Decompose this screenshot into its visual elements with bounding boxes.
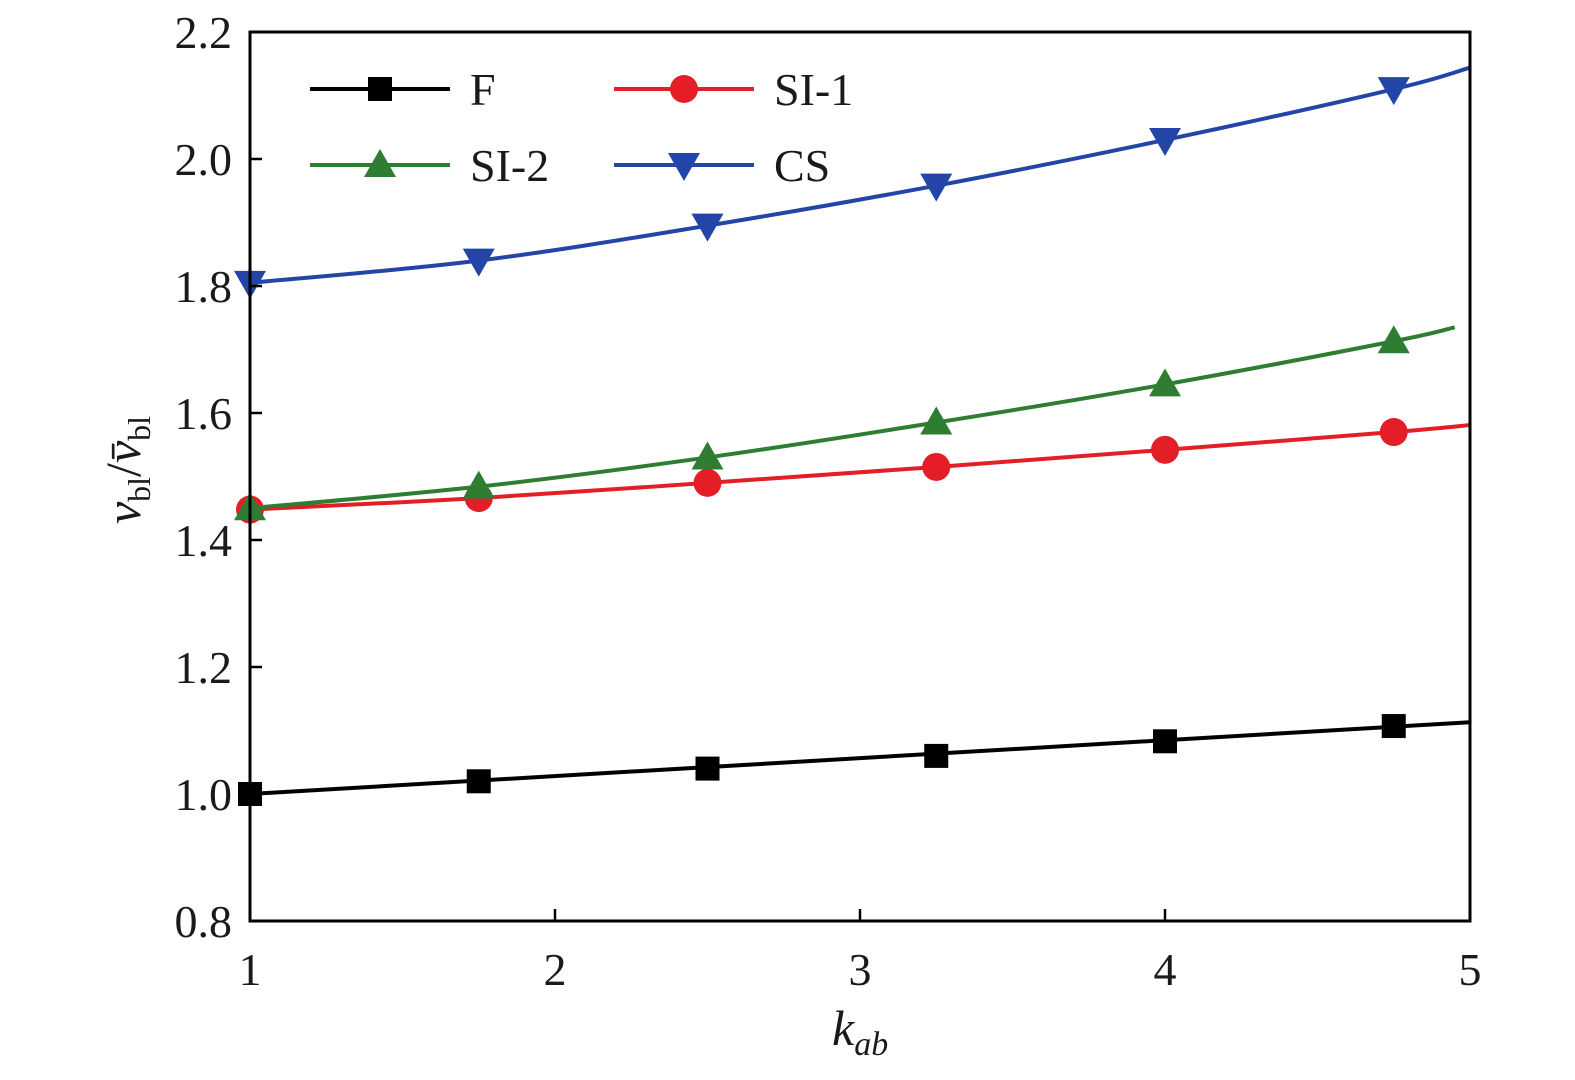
legend-entry-si-1: SI-1 — [614, 64, 853, 115]
series-line — [249, 720, 1471, 796]
x-tick-label: 3 — [849, 944, 872, 995]
legend-entry-cs: CS — [614, 140, 830, 191]
y-tick-label: 2.2 — [175, 7, 233, 58]
y-axis-title-v1: v — [95, 501, 151, 524]
y-tick-label: 1.8 — [175, 261, 233, 312]
data-point — [1377, 77, 1410, 106]
tick-layer: 1 2 3 4 5 0.8 1.0 1.2 1.4 1.6 1.8 2.0 2.2 — [175, 7, 1482, 995]
y-axis-title-v2: v̄ — [95, 440, 151, 463]
legend-marker — [668, 153, 700, 181]
legend-label: F — [470, 64, 496, 115]
data-point — [924, 743, 949, 768]
y-axis-title-sub2: bl — [121, 416, 157, 441]
y-tick-label: 1.2 — [175, 642, 233, 693]
series-cs — [234, 65, 1471, 299]
data-point — [462, 470, 495, 499]
y-axis-title-slash: / — [95, 463, 151, 477]
x-tick-label: 5 — [1459, 944, 1482, 995]
legend-entry-si-2: SI-2 — [310, 140, 549, 191]
data-point — [1379, 418, 1408, 447]
y-tick-label: 0.8 — [175, 896, 233, 947]
y-axis-title: vbl/v̄bl — [95, 416, 157, 524]
y-tick-label: 1.4 — [175, 515, 233, 566]
y-tick-label: 2.0 — [175, 134, 233, 185]
x-tick-label: 4 — [1154, 944, 1177, 995]
data-point — [1377, 325, 1410, 354]
data-point — [1153, 729, 1177, 754]
legend-label: CS — [774, 140, 830, 191]
legend: F SI-1 SI-2 CS — [310, 64, 853, 191]
x-tick-label: 1 — [239, 944, 262, 995]
data-point — [920, 173, 953, 202]
legend-marker — [364, 149, 396, 177]
series-line — [249, 423, 1471, 512]
x-axis-title-main: k — [832, 1000, 855, 1056]
series-layer — [234, 65, 1471, 806]
data-point — [466, 769, 491, 794]
series-line — [249, 65, 1471, 285]
y-tick-label: 1.0 — [175, 769, 233, 820]
x-axis-title-sub: ab — [854, 1026, 888, 1063]
x-axis-title: kab — [832, 1000, 888, 1063]
data-point — [922, 452, 951, 481]
data-point — [691, 441, 724, 470]
data-point — [693, 468, 722, 497]
legend-marker — [670, 75, 698, 103]
x-tick-label: 2 — [544, 944, 567, 995]
series-si-2 — [234, 325, 1456, 521]
legend-label: SI-2 — [470, 140, 549, 191]
data-point — [1149, 368, 1181, 397]
data-point — [1149, 127, 1181, 156]
legend-label: SI-1 — [774, 64, 853, 115]
data-point — [462, 248, 495, 277]
series-f — [238, 714, 1471, 806]
y-axis-title-sub1: bl — [121, 477, 157, 502]
data-point — [1381, 714, 1406, 739]
data-point — [695, 756, 720, 781]
series-line — [249, 325, 1456, 511]
y-tick-label: 1.6 — [175, 388, 233, 439]
data-point — [691, 213, 724, 242]
legend-entry-f: F — [310, 64, 496, 115]
legend-marker — [368, 77, 392, 101]
data-point — [920, 406, 953, 435]
data-point — [1151, 435, 1179, 464]
